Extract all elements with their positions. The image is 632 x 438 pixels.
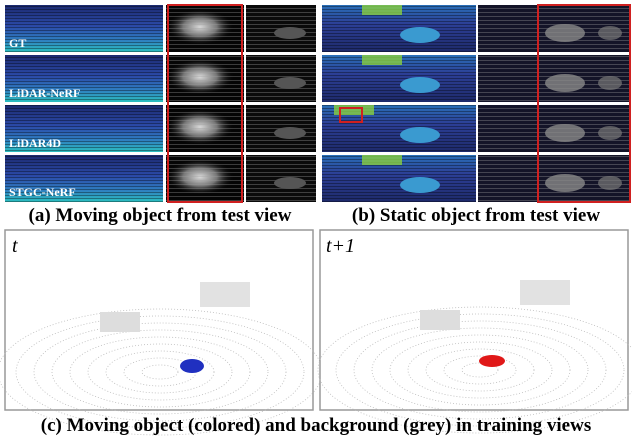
shape bbox=[598, 126, 622, 140]
shape bbox=[274, 27, 306, 39]
shape bbox=[362, 155, 402, 165]
shape bbox=[166, 155, 244, 202]
caption: (a) Moving object from test view bbox=[29, 205, 292, 226]
shape bbox=[166, 5, 244, 52]
row-label: STGC-NeRF bbox=[9, 185, 76, 199]
shape bbox=[545, 124, 585, 142]
shape bbox=[362, 55, 402, 65]
building bbox=[420, 310, 460, 330]
shape bbox=[362, 5, 402, 15]
shape bbox=[274, 177, 306, 189]
building bbox=[520, 280, 570, 305]
shape bbox=[5, 5, 163, 52]
shape bbox=[274, 127, 306, 139]
frame-label: t+1 bbox=[326, 235, 355, 257]
shape bbox=[400, 77, 440, 93]
shape bbox=[400, 127, 440, 143]
shape bbox=[598, 76, 622, 90]
shape bbox=[400, 27, 440, 43]
row-label: LiDAR4D bbox=[9, 136, 61, 150]
shape bbox=[166, 105, 244, 152]
building bbox=[100, 312, 140, 332]
point-cloud-frame: t+1 bbox=[318, 230, 632, 433]
shape bbox=[598, 176, 622, 190]
shape bbox=[545, 174, 585, 192]
row-label: LiDAR-NeRF bbox=[9, 86, 80, 100]
image-grid bbox=[5, 5, 630, 202]
figure: GT LiDAR-NeRF LiDAR4D STGC-NeRF (a) Movi… bbox=[0, 0, 632, 438]
shape bbox=[166, 55, 244, 102]
shape bbox=[400, 177, 440, 193]
shape bbox=[598, 26, 622, 40]
shape bbox=[545, 24, 585, 42]
building bbox=[200, 282, 250, 307]
caption: (b) Static object from test view bbox=[352, 205, 600, 226]
shape bbox=[274, 77, 306, 89]
row-label: GT bbox=[9, 36, 26, 50]
frame-label: t bbox=[12, 235, 18, 257]
shape bbox=[545, 74, 585, 92]
point-cloud-frame: t bbox=[0, 230, 322, 435]
caption: (c) Moving object (colored) and backgrou… bbox=[41, 415, 591, 436]
